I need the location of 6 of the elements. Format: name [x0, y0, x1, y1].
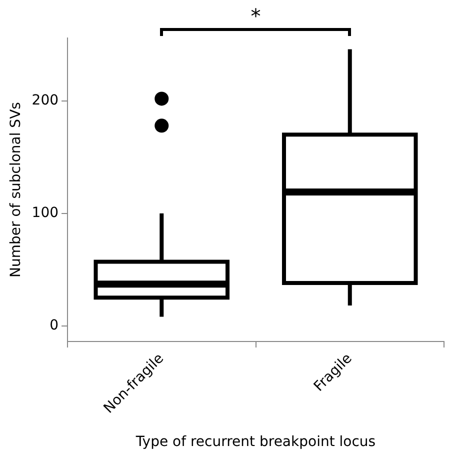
y-axis-title: Number of subclonal SVs [8, 102, 24, 278]
y-tick-label: 100 [32, 205, 59, 222]
x-axis-title: Type of recurrent breakpoint locus [134, 434, 376, 450]
y-tick-label: 0 [50, 317, 59, 334]
text: * [250, 4, 261, 28]
y-tick-label: 200 [32, 92, 59, 109]
